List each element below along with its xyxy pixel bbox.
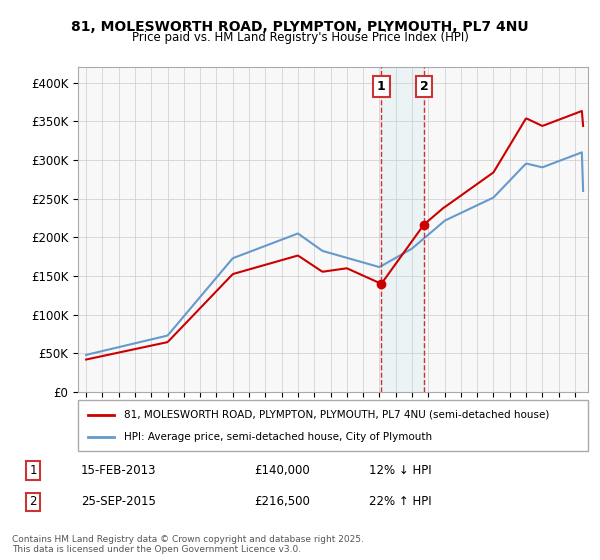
Text: 81, MOLESWORTH ROAD, PLYMPTON, PLYMOUTH, PL7 4NU (semi-detached house): 81, MOLESWORTH ROAD, PLYMPTON, PLYMOUTH,… bbox=[124, 409, 549, 419]
Text: 25-SEP-2015: 25-SEP-2015 bbox=[81, 496, 156, 508]
Text: 81, MOLESWORTH ROAD, PLYMPTON, PLYMOUTH, PL7 4NU: 81, MOLESWORTH ROAD, PLYMPTON, PLYMOUTH,… bbox=[71, 20, 529, 34]
Text: 1: 1 bbox=[29, 464, 37, 477]
FancyBboxPatch shape bbox=[78, 400, 588, 451]
Text: HPI: Average price, semi-detached house, City of Plymouth: HPI: Average price, semi-detached house,… bbox=[124, 432, 432, 442]
Text: 1: 1 bbox=[377, 80, 386, 93]
Text: 2: 2 bbox=[29, 496, 37, 508]
Text: 22% ↑ HPI: 22% ↑ HPI bbox=[369, 496, 432, 508]
Text: £216,500: £216,500 bbox=[254, 496, 310, 508]
Text: Contains HM Land Registry data © Crown copyright and database right 2025.
This d: Contains HM Land Registry data © Crown c… bbox=[12, 535, 364, 554]
Text: 12% ↓ HPI: 12% ↓ HPI bbox=[369, 464, 432, 477]
Text: 15-FEB-2013: 15-FEB-2013 bbox=[81, 464, 157, 477]
Text: £140,000: £140,000 bbox=[254, 464, 310, 477]
Text: Price paid vs. HM Land Registry's House Price Index (HPI): Price paid vs. HM Land Registry's House … bbox=[131, 31, 469, 44]
Text: 2: 2 bbox=[419, 80, 428, 93]
Bar bbox=[382, 67, 424, 392]
